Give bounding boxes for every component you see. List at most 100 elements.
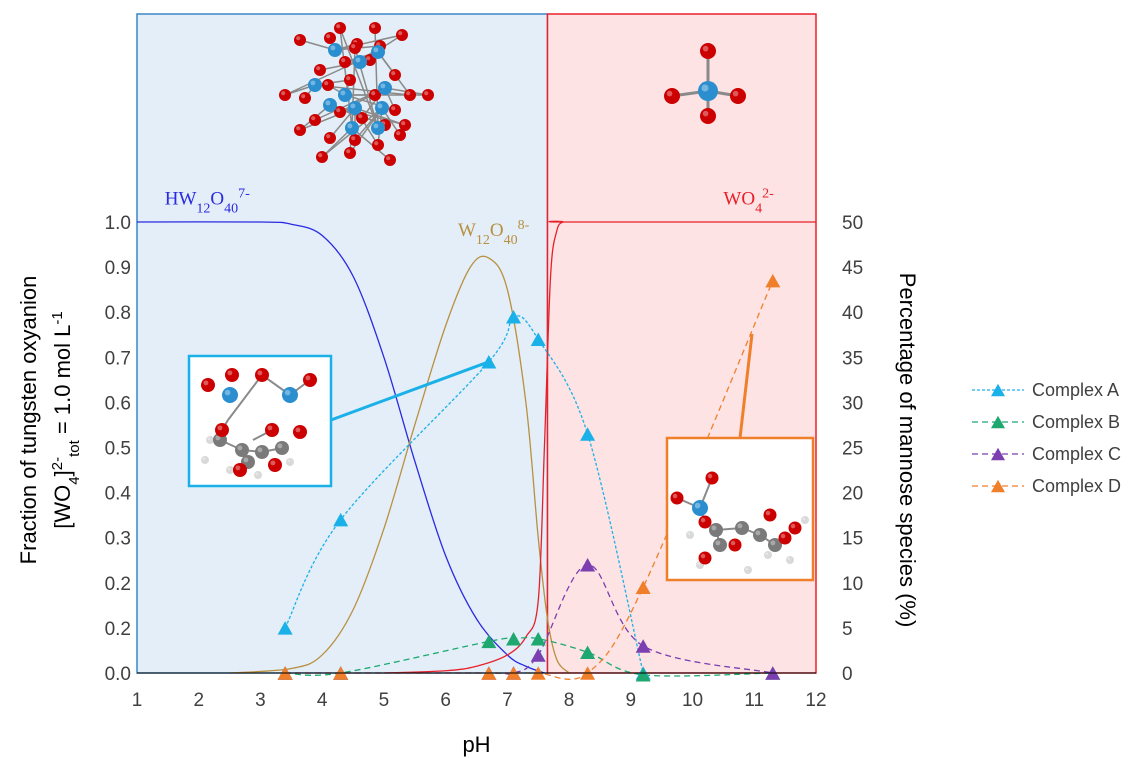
tungsten-atom-highlight xyxy=(373,47,379,53)
oxygen-atom-highlight xyxy=(326,134,331,139)
oxygen-atom-highlight xyxy=(424,91,429,96)
oxygen-atom xyxy=(268,458,282,472)
tungsten-atom xyxy=(378,81,392,95)
oxygen-atom-highlight xyxy=(386,156,391,161)
series-point-1-4 xyxy=(530,631,546,646)
hydrogen-atom xyxy=(226,466,234,474)
species-fraction-curves: HW12O407- W12O408- WO42- xyxy=(136,186,816,674)
carbon-atom-highlight xyxy=(737,523,743,529)
oxygen-atom xyxy=(700,43,716,59)
species-label-1: W12O408- xyxy=(458,218,530,248)
y-right-tick-label: 35 xyxy=(842,348,863,369)
legend-marker-2 xyxy=(991,447,1005,461)
y-left-tick-label: 0.8 xyxy=(105,303,131,324)
hydrogen-atom xyxy=(201,456,209,464)
oxygen-atom xyxy=(394,129,406,141)
x-tick-label: 9 xyxy=(626,690,637,711)
tungstate-molecule-illustration xyxy=(664,43,746,124)
carbon-atom xyxy=(275,441,289,455)
oxygen-atom-highlight xyxy=(235,465,241,471)
y-left-tick-label: 0.3 xyxy=(105,529,131,550)
species-label-2: WO42- xyxy=(723,186,774,216)
tungsten-atom xyxy=(345,121,359,135)
oxygen-atom-highlight xyxy=(296,126,301,131)
oxygen-atom-highlight xyxy=(391,106,396,111)
oxygen-atom xyxy=(705,471,719,485)
y-right-tick-label: 40 xyxy=(842,303,863,324)
tungsten-atom-highlight xyxy=(347,123,353,129)
oxygen-atom xyxy=(698,515,712,529)
legend-marker-1 xyxy=(991,415,1005,429)
oxygen-atom xyxy=(294,124,306,136)
oxygen-atom-highlight xyxy=(358,114,363,119)
tungsten-atom-highlight xyxy=(380,83,386,89)
oxygen-atom-highlight xyxy=(398,31,403,36)
oxygen-atom xyxy=(389,104,401,116)
series-line-1 xyxy=(285,636,773,677)
x-tick-label: 7 xyxy=(502,690,513,711)
y-left-tick-label: 0.4 xyxy=(105,484,132,505)
tungsten-atom-highlight xyxy=(373,123,379,129)
oxygen-atom xyxy=(698,551,712,565)
y-right-tick-label: 45 xyxy=(842,258,863,279)
tungsten-atom xyxy=(353,55,367,69)
oxygen-atom xyxy=(293,425,307,439)
oxygen-atom-highlight xyxy=(391,71,396,76)
tungsten-atom-highlight xyxy=(330,45,336,51)
legend-label-2: Complex C xyxy=(1032,444,1121,464)
oxygen-atom xyxy=(309,114,321,126)
oxygen-atom-highlight xyxy=(780,533,786,539)
carbon-atom xyxy=(713,538,727,552)
oxygen-atom xyxy=(728,538,742,552)
y-left-tick-label: 0.2 xyxy=(105,574,131,595)
hydrogen-atom-highlight xyxy=(207,437,211,441)
bond xyxy=(339,27,379,129)
oxygen-atom-highlight xyxy=(341,58,346,63)
oxygen-atom-highlight xyxy=(326,34,331,39)
oxygen-atom-highlight xyxy=(700,553,706,559)
series-point-3-6 xyxy=(635,580,651,595)
y-right-tick-label: 15 xyxy=(842,529,863,550)
oxygen-atom xyxy=(233,463,247,477)
oxygen-atom xyxy=(299,92,311,104)
carbon-atom-highlight xyxy=(237,445,243,451)
tungsten-atom-highlight xyxy=(310,80,316,86)
tungsten-atom-highlight xyxy=(340,90,346,96)
oxygen-atom-highlight xyxy=(217,425,223,431)
y-left-title-line1: Fraction of tungsten oxyanion xyxy=(16,276,41,565)
legend-label-3: Complex D xyxy=(1032,476,1121,496)
bond xyxy=(354,107,406,126)
tungsten-atom xyxy=(698,81,718,101)
series-point-0-0 xyxy=(277,621,293,635)
hydrogen-atom xyxy=(786,556,794,564)
oxygen-atom-highlight xyxy=(305,375,311,381)
x-tick-label: 2 xyxy=(193,690,204,711)
oxygen-atom xyxy=(763,508,777,522)
oxygen-atom-highlight xyxy=(700,517,706,523)
oxygen-atom xyxy=(788,521,802,535)
oxygen-atom-highlight xyxy=(270,460,276,466)
tungsten-atom xyxy=(282,387,298,403)
oxygen-atom xyxy=(389,69,401,81)
oxygen-atom xyxy=(404,89,416,101)
oxygen-atom xyxy=(364,54,376,66)
inset-a-pointer xyxy=(330,360,490,422)
y-left-tick-label: 0.6 xyxy=(105,393,131,414)
tungsten-atom-highlight xyxy=(355,57,361,63)
oxygen-atom xyxy=(344,147,356,159)
x-tick-label: 11 xyxy=(744,690,764,711)
species-curve-2 xyxy=(383,220,816,674)
complex-structure-insets xyxy=(187,333,815,582)
carbon-atom-highlight xyxy=(770,540,776,546)
tungsten-atom-highlight xyxy=(325,100,331,106)
tungsten-atom-highlight xyxy=(224,389,231,396)
oxygen-atom xyxy=(778,531,792,545)
x-tick-label: 10 xyxy=(682,690,703,711)
tungsten-atom xyxy=(371,45,385,59)
carbon-atom xyxy=(768,538,782,552)
x-tick-label: 8 xyxy=(564,690,575,711)
series-point-1-5 xyxy=(580,645,596,660)
tungsten-atom-highlight xyxy=(694,502,701,509)
species-label-0: HW12O407- xyxy=(165,186,250,216)
oxygen-atom-highlight xyxy=(346,149,351,154)
